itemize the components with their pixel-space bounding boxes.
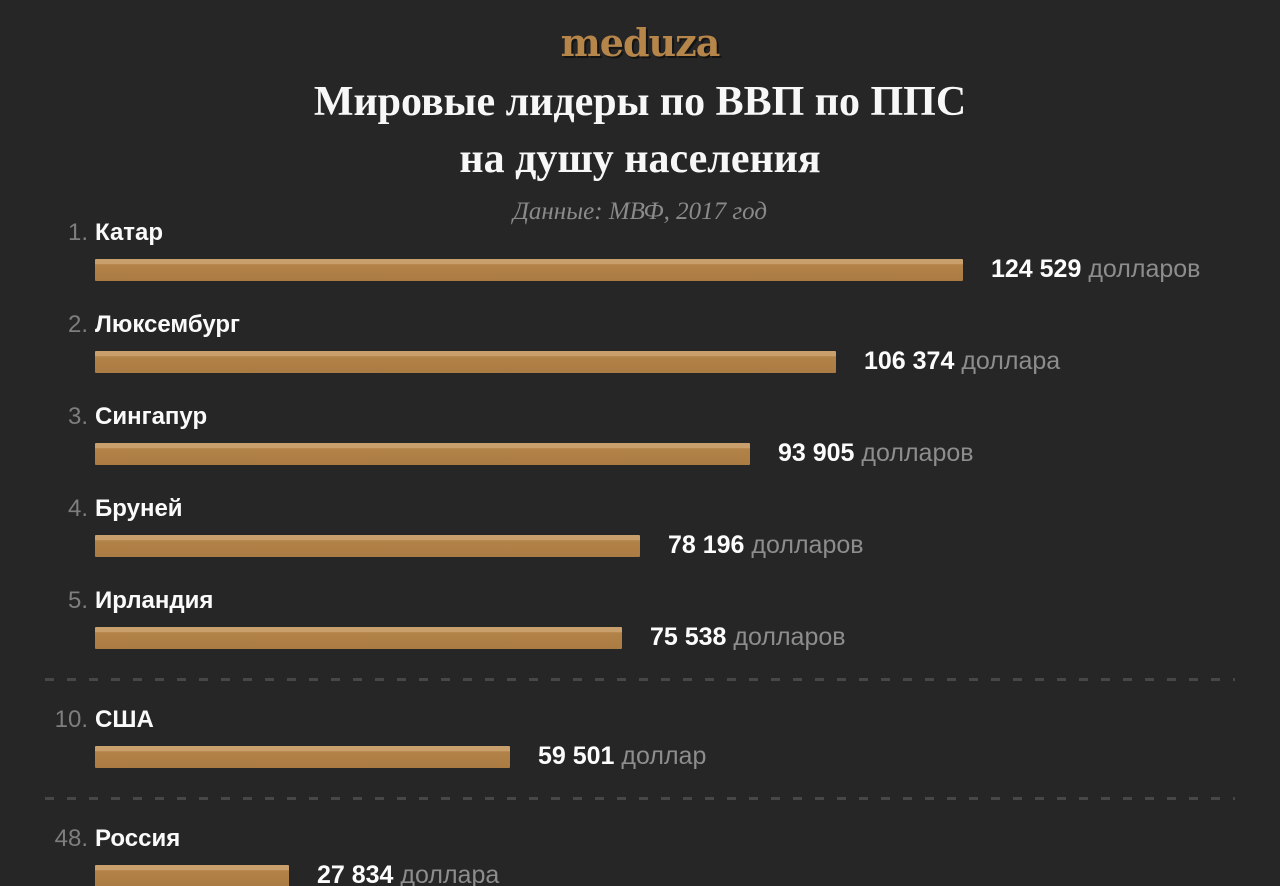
country-label: Ирландия bbox=[95, 587, 214, 614]
bar-line: 78 196 долларов bbox=[95, 531, 1280, 560]
value-unit: долларов bbox=[861, 439, 974, 467]
value-number: 106 374 bbox=[864, 347, 955, 375]
value-unit: доллар bbox=[621, 742, 707, 770]
country-label: Бруней bbox=[95, 495, 183, 522]
value-number: 124 529 bbox=[991, 255, 1082, 283]
chart-source-note: Данные: МВФ, 2017 год bbox=[513, 198, 767, 225]
rank-label: 2. bbox=[67, 311, 88, 338]
value-number: 93 905 bbox=[778, 439, 855, 467]
value-bar bbox=[95, 626, 622, 649]
value-label: 75 538 долларов bbox=[650, 623, 846, 652]
value-unit: долларов bbox=[751, 531, 864, 559]
country-label: Катар bbox=[95, 219, 164, 246]
chart-row: 10. США 59 501 доллар bbox=[0, 705, 1280, 771]
country-label: Сингапур bbox=[95, 403, 208, 430]
country-label: Россия bbox=[95, 825, 181, 852]
value-bar bbox=[95, 864, 289, 886]
value-bar bbox=[95, 534, 640, 557]
chart-title: Мировые лидеры по ВВП по ППС на душу нас… bbox=[0, 74, 1280, 188]
rank-label: 48. bbox=[54, 825, 88, 852]
bar-line: 106 374 доллара bbox=[95, 347, 1280, 376]
chart-row: 4. Бруней 78 196 долларов bbox=[0, 494, 1280, 560]
chart-row: 3. Сингапур 93 905 долларов bbox=[0, 402, 1280, 468]
rank-label: 5. bbox=[67, 587, 88, 614]
chart-title-line2: на душу населения bbox=[459, 136, 821, 182]
row-header: 10. США bbox=[55, 705, 1280, 734]
bar-chart: 1. Катар 124 529 долларов 2. Люксембург … bbox=[0, 218, 1280, 886]
chart-row: 48. Россия 27 834 доллара bbox=[0, 824, 1280, 886]
value-unit: долларов bbox=[733, 623, 846, 651]
meduza-logo: meduza bbox=[560, 20, 721, 65]
bar-line: 75 538 долларов bbox=[95, 623, 1280, 652]
bar-line: 124 529 долларов bbox=[95, 255, 1280, 284]
value-number: 27 834 bbox=[317, 861, 394, 886]
rank-label: 3. bbox=[67, 403, 88, 430]
value-unit: доллара bbox=[961, 347, 1061, 375]
value-unit: доллара bbox=[400, 861, 500, 886]
chart-row: 1. Катар 124 529 долларов bbox=[0, 218, 1280, 284]
country-label: США bbox=[95, 706, 154, 733]
value-label: 78 196 долларов bbox=[668, 531, 864, 560]
value-bar bbox=[95, 258, 963, 281]
bar-line: 93 905 долларов bbox=[95, 439, 1280, 468]
dashed-divider bbox=[45, 678, 1235, 681]
value-bar bbox=[95, 350, 836, 373]
row-header: 3. Сингапур bbox=[68, 402, 1280, 431]
value-label: 124 529 долларов bbox=[991, 255, 1200, 284]
value-label: 27 834 доллара bbox=[317, 861, 499, 886]
row-header: 1. Катар bbox=[68, 218, 1280, 247]
bar-line: 27 834 доллара bbox=[95, 861, 1280, 886]
value-label: 93 905 долларов bbox=[778, 439, 974, 468]
chart-row: 2. Люксембург 106 374 доллара bbox=[0, 310, 1280, 376]
row-header: 5. Ирландия bbox=[68, 586, 1280, 615]
value-number: 78 196 bbox=[668, 531, 745, 559]
rank-label: 10. bbox=[54, 706, 88, 733]
value-label: 106 374 доллара bbox=[864, 347, 1060, 376]
country-label: Люксембург bbox=[95, 311, 241, 338]
value-bar bbox=[95, 442, 750, 465]
row-header: 2. Люксембург bbox=[68, 310, 1280, 339]
rank-label: 4. bbox=[67, 495, 88, 522]
chart-row: 5. Ирландия 75 538 долларов bbox=[0, 586, 1280, 652]
bar-line: 59 501 доллар bbox=[95, 742, 1280, 771]
chart-title-line1: Мировые лидеры по ВВП по ППС bbox=[313, 79, 967, 125]
value-number: 75 538 bbox=[650, 623, 727, 651]
rank-label: 1. bbox=[67, 219, 88, 246]
value-number: 59 501 bbox=[538, 742, 615, 770]
row-header: 48. Россия bbox=[55, 824, 1280, 853]
value-bar bbox=[95, 745, 510, 768]
value-unit: долларов bbox=[1088, 255, 1201, 283]
value-label: 59 501 доллар bbox=[538, 742, 706, 771]
dashed-divider bbox=[45, 797, 1235, 800]
row-header: 4. Бруней bbox=[68, 494, 1280, 523]
